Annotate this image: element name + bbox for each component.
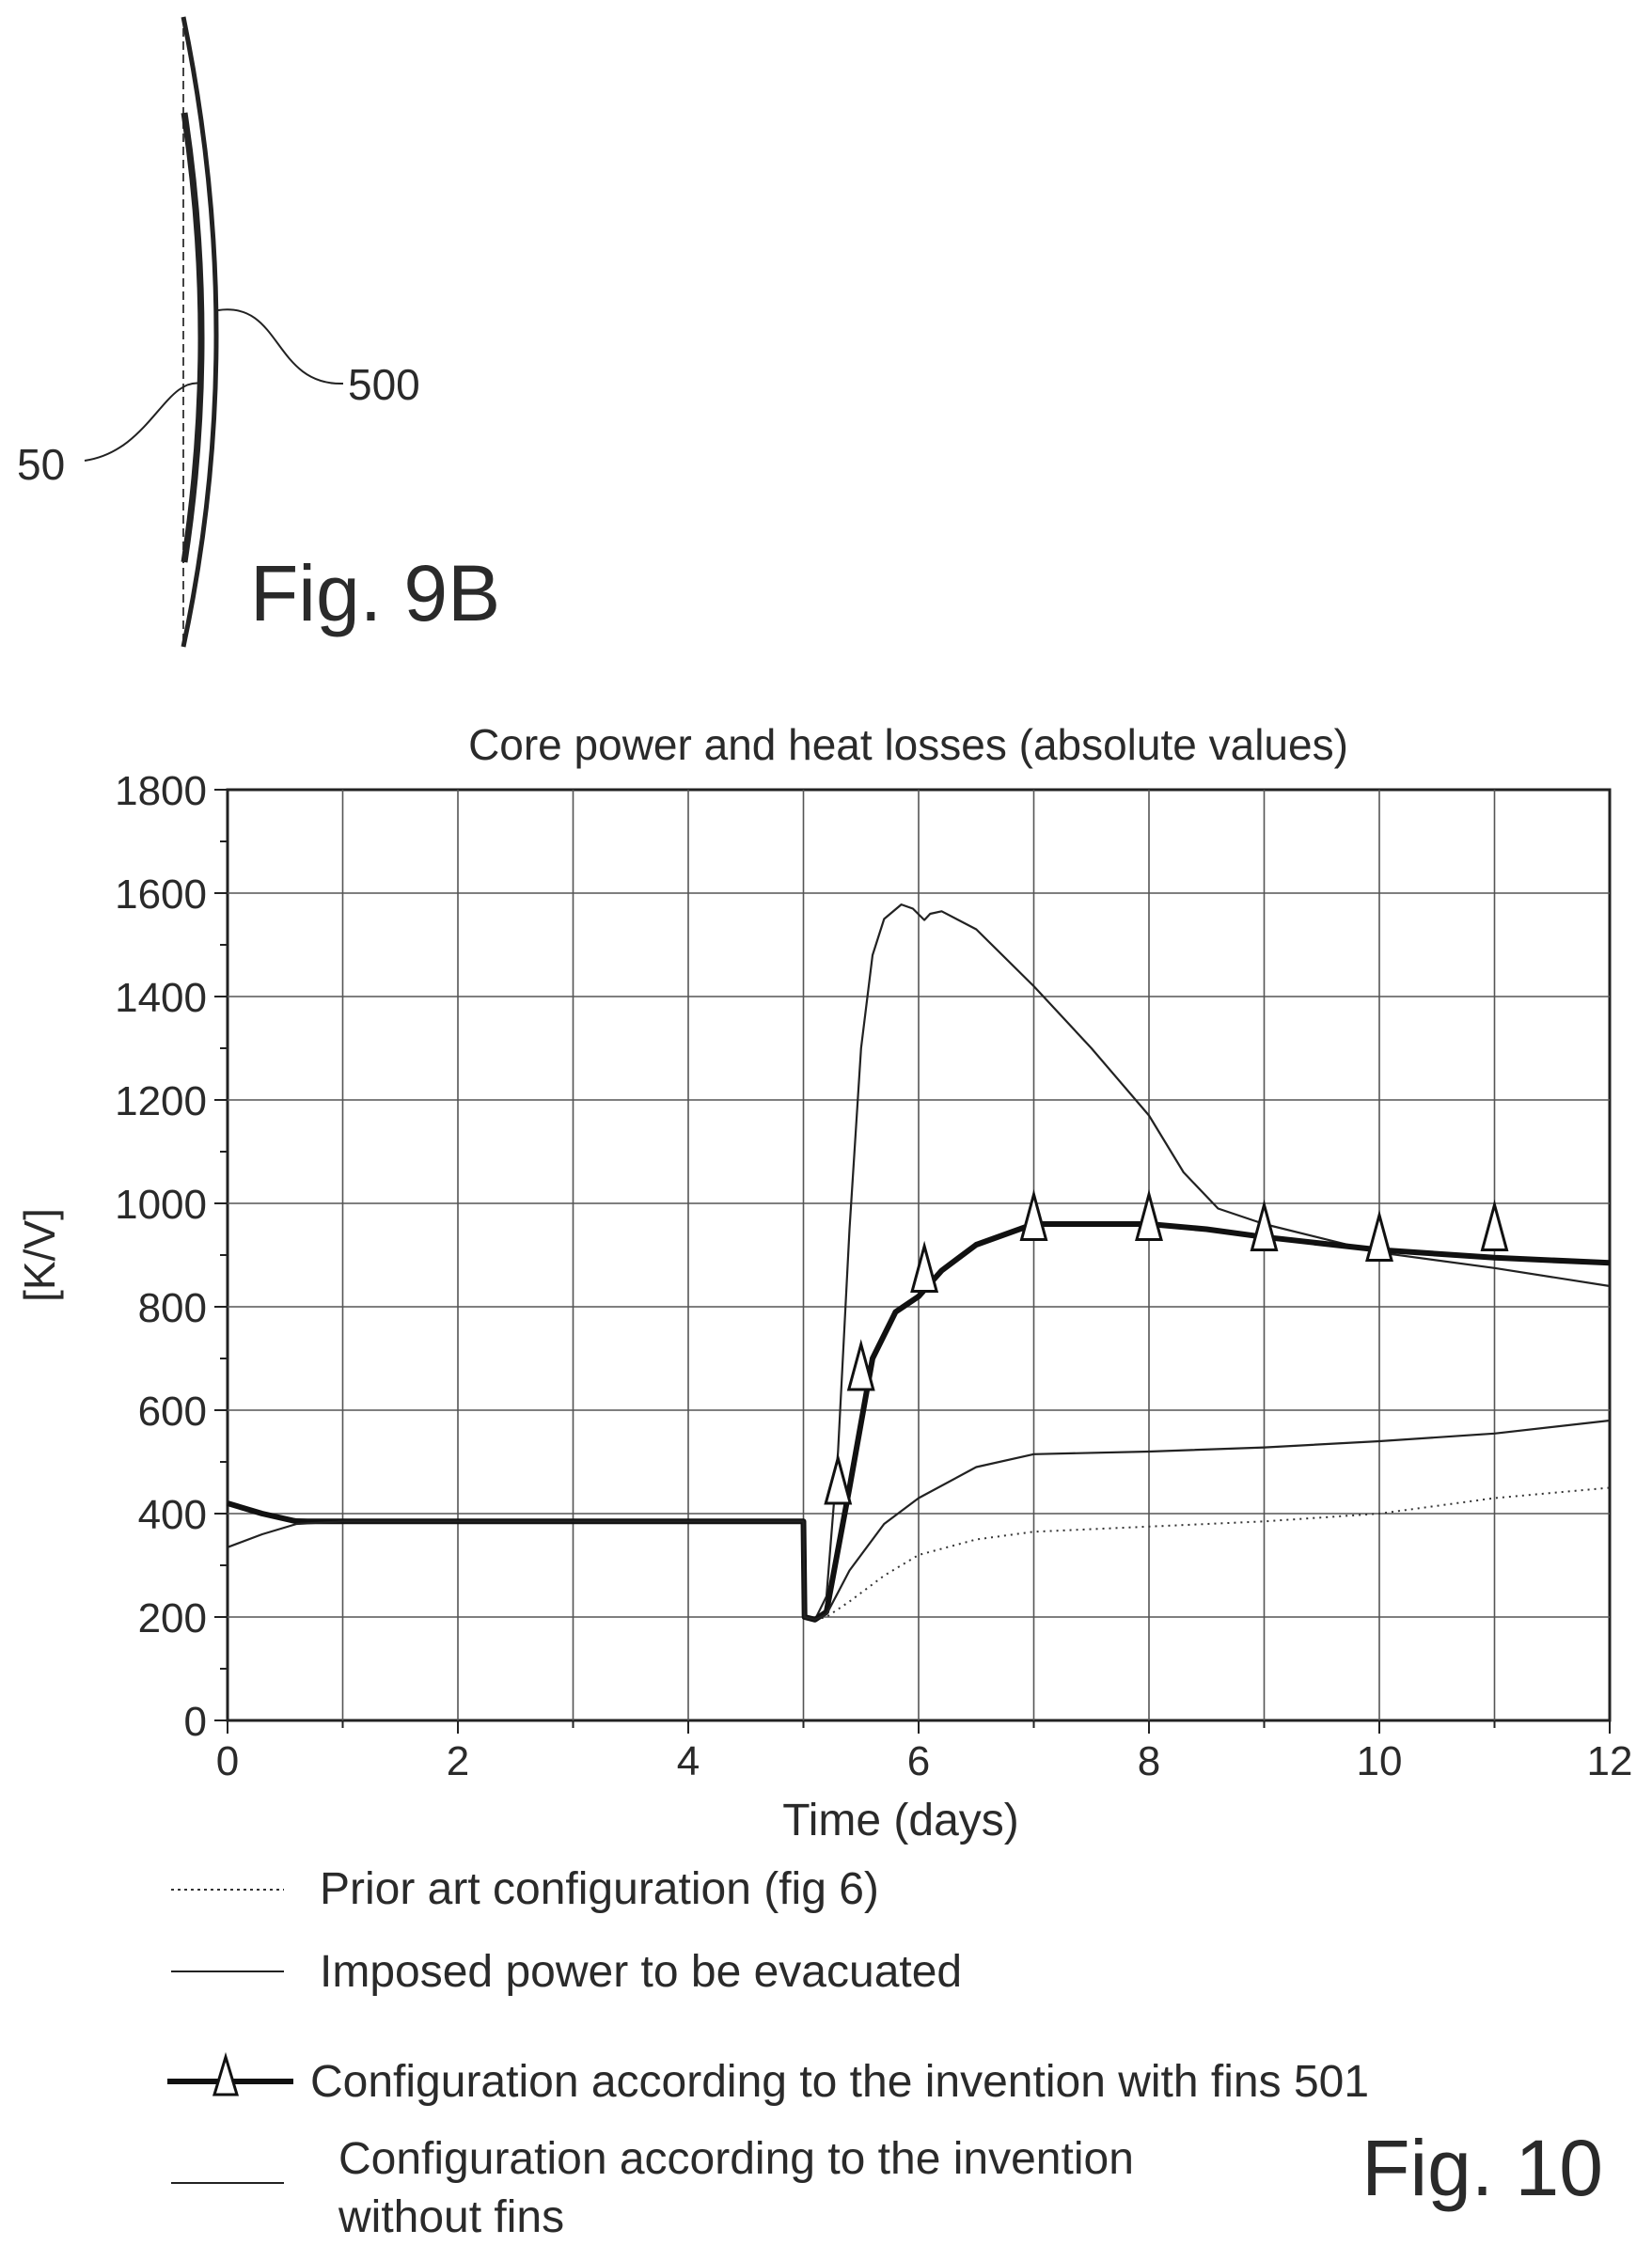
fig9b-outer-curve	[181, 16, 219, 648]
y-tick-label: 200	[138, 1595, 207, 1641]
series-marker-triangle	[824, 1452, 853, 1505]
x-tick-label: 2	[447, 1738, 469, 1784]
legend-label-imposed-power: Imposed power to be evacuated	[320, 1947, 962, 1997]
y-tick-label: 1600	[115, 871, 207, 918]
series-marker-triangle	[1250, 1199, 1279, 1251]
chart-legend: Prior art configuration (fig 6) Imposed …	[167, 1864, 1603, 2242]
fig10-label: Fig. 10	[1361, 2124, 1603, 2212]
chart-title: Core power and heat losses (absolute val…	[468, 720, 1348, 769]
legend-label-prior-art: Prior art configuration (fig 6)	[320, 1864, 879, 1914]
series-marker-triangle	[910, 1240, 939, 1293]
x-axis-ticks: 0 2 4 6 8 10 12	[216, 1720, 1633, 1784]
y-tick-label: 0	[184, 1699, 207, 1745]
x-tick-label: 12	[1587, 1738, 1633, 1784]
legend-label-without-fins: Configuration according to the invention…	[338, 2134, 1134, 2242]
chart-series-group	[227, 903, 1611, 1623]
series-marker-triangle	[1480, 1199, 1509, 1251]
series-marker-triangle	[1135, 1188, 1163, 1241]
fig10-chart: Core power and heat losses (absolute val…	[15, 720, 1632, 1845]
fig9b-inner-curve	[181, 112, 205, 563]
x-tick-label: 10	[1357, 1738, 1403, 1784]
fig9b-drawing: 500 50 Fig. 9B	[17, 16, 500, 648]
chart-grid	[228, 790, 1610, 1720]
series-marker-triangle	[846, 1339, 875, 1391]
y-axis-ticks: 0 200 400 600 800 1000 1200 1400 1600 1800	[115, 768, 228, 1745]
x-tick-label: 6	[907, 1738, 930, 1784]
y-tick-label: 1400	[115, 975, 207, 1021]
x-axis-label: Time (days)	[782, 1796, 1019, 1845]
y-tick-label: 600	[138, 1389, 207, 1435]
fig9b-leader-50	[84, 382, 203, 462]
y-axis-label: [K/V]	[15, 1208, 64, 1302]
x-tick-label: 4	[677, 1738, 700, 1784]
x-tick-label: 0	[216, 1738, 239, 1784]
fig9b-ref-500: 500	[348, 360, 420, 409]
chart-markers-group	[824, 1188, 1509, 1505]
y-tick-label: 1200	[115, 1078, 207, 1124]
series-marker-triangle	[1019, 1188, 1048, 1241]
fig9b-leader-500	[217, 308, 344, 385]
series-line-configuration-according-to-the-invention-without-fins	[227, 1419, 1611, 1621]
x-tick-label: 8	[1138, 1738, 1160, 1784]
y-tick-label: 800	[138, 1285, 207, 1331]
y-tick-label: 1800	[115, 768, 207, 814]
fig9b-label: Fig. 9B	[250, 549, 500, 637]
y-tick-label: 400	[138, 1492, 207, 1538]
series-marker-triangle	[1365, 1209, 1393, 1262]
y-tick-label: 1000	[115, 1182, 207, 1228]
legend-marker-with-fins	[212, 2051, 240, 2096]
legend-label-with-fins: Configuration according to the invention…	[310, 2057, 1369, 2107]
fig9b-ref-50: 50	[17, 440, 65, 489]
